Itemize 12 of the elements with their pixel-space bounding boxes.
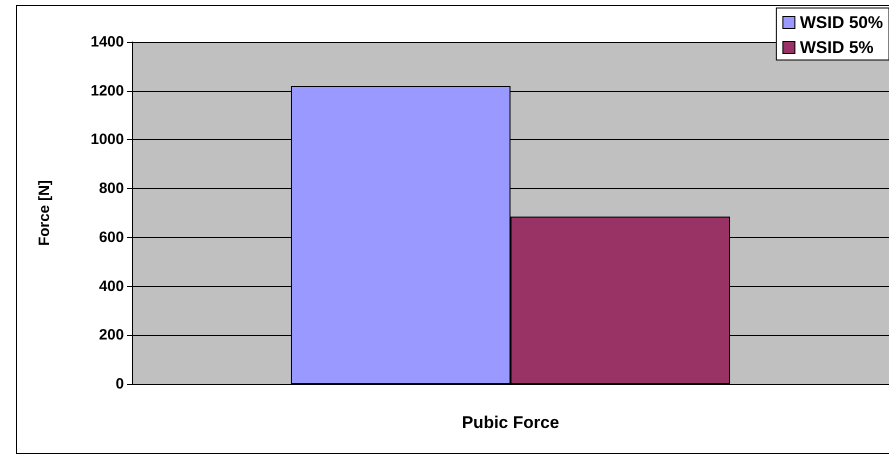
y-tick-label: 0 [116, 376, 124, 392]
y-axis-title: Force [N] [36, 180, 53, 246]
y-tick-label: 800 [98, 180, 124, 198]
y-tick-label: 400 [98, 278, 124, 295]
y-tick-label: 1000 [90, 131, 124, 148]
y-tick-label: 200 [98, 326, 124, 344]
legend-label: WSID 50% [800, 13, 884, 32]
y-tick-label: 1200 [90, 82, 124, 100]
x-tick-label: Pubic Force [462, 413, 560, 432]
y-tick-label: 1400 [90, 34, 124, 50]
y-tick-label: 600 [98, 228, 124, 246]
legend-label: WSID 5% [800, 38, 874, 57]
